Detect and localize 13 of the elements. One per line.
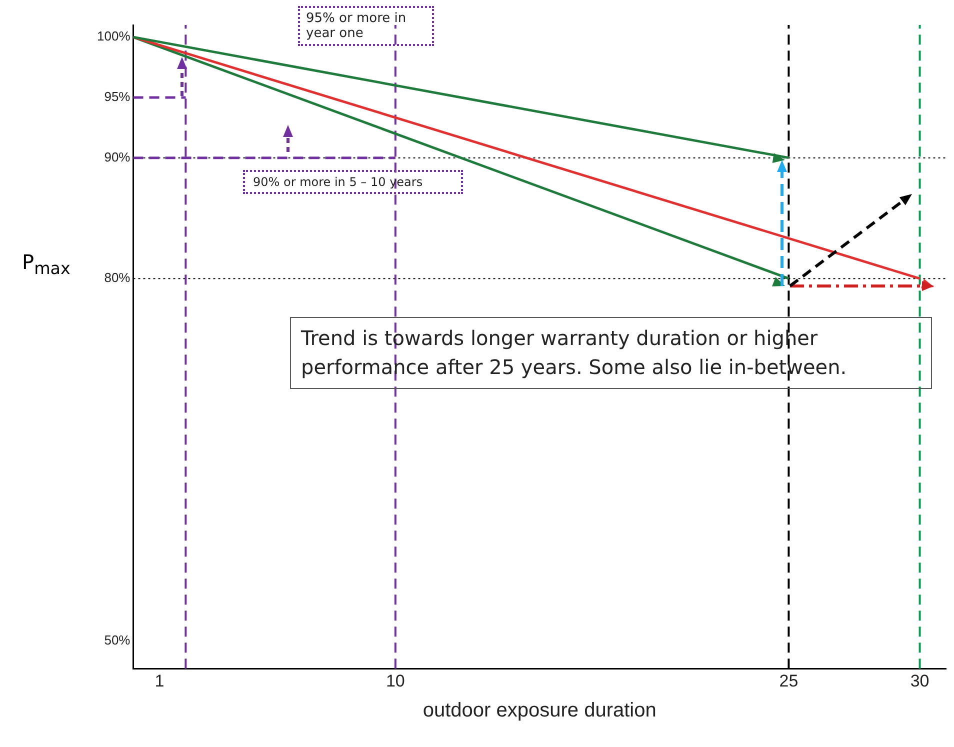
annotation: 95% or more in year one bbox=[298, 6, 434, 46]
y-tick-label: 50% bbox=[104, 632, 131, 648]
x-tick-label: 10 bbox=[386, 671, 405, 690]
y-tick-label: 90% bbox=[104, 149, 131, 164]
y-tick-label: 100% bbox=[97, 28, 131, 44]
annotation: Trend is towards longer warranty duration or higher performance after 25 years. Some also lie in-between. bbox=[290, 317, 932, 389]
x-tick-label: 1 bbox=[154, 671, 164, 690]
x-axis-title: outdoor exposure duration bbox=[422, 700, 656, 722]
y-axis-title: P$_{max}$ bbox=[22, 250, 70, 278]
y-tick-label: 80% bbox=[104, 270, 131, 286]
x-tick-label: 30 bbox=[910, 671, 930, 690]
y-tick-label: 95% bbox=[104, 89, 131, 104]
x-tick-label: 25 bbox=[779, 671, 798, 690]
